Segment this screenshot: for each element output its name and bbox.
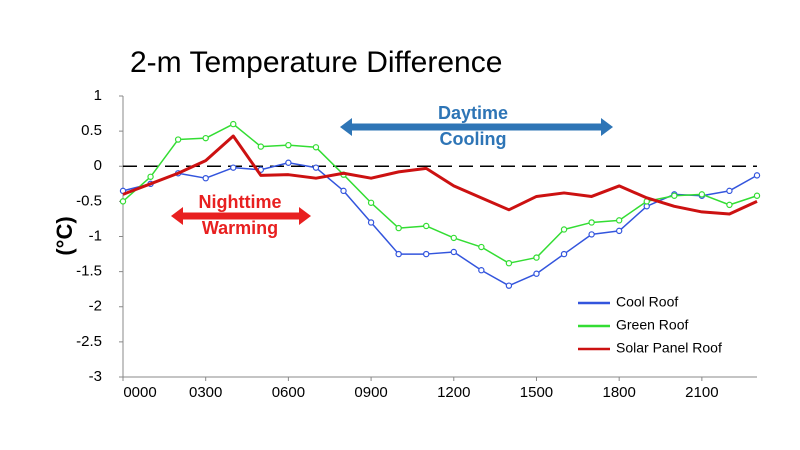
y-tick-label: 0.5	[81, 122, 102, 139]
point	[726, 187, 733, 195]
point	[395, 224, 402, 232]
chart-title: 2-m Temperature Difference	[130, 46, 502, 79]
arrow-part	[350, 123, 603, 131]
point	[533, 254, 540, 261]
annotation-arrow	[171, 207, 311, 225]
point	[671, 192, 678, 199]
annotation-text: Nighttime	[199, 192, 282, 212]
point	[615, 227, 623, 235]
point	[505, 259, 513, 267]
annotation-text: Cooling	[440, 129, 507, 149]
point	[285, 159, 292, 166]
arrow-part	[299, 207, 311, 225]
arrow-part	[340, 118, 352, 136]
point	[367, 219, 375, 226]
point	[588, 219, 595, 226]
y-tick-label: -2.5	[76, 333, 102, 350]
point	[202, 174, 209, 182]
point	[753, 172, 761, 179]
x-tick-label: 2100	[685, 384, 718, 401]
annotation-text: Daytime	[438, 103, 508, 123]
point	[174, 136, 182, 143]
point	[533, 270, 540, 277]
y-tick-label: -2	[89, 298, 102, 315]
x-tick-label: 1200	[437, 384, 470, 401]
point	[230, 120, 237, 128]
point	[450, 248, 457, 256]
y-tick-label: -1.5	[76, 263, 102, 280]
point	[340, 187, 347, 195]
x-tick-label: 0900	[354, 384, 387, 401]
y-tick-label: -1	[89, 227, 102, 244]
y-axis-label: (°C)	[52, 216, 77, 255]
annotation-text: Warming	[202, 218, 278, 238]
y-tick-label: 1	[94, 87, 102, 104]
point	[505, 282, 513, 289]
arrow-part	[171, 207, 183, 225]
x-tick-label: 1500	[520, 384, 553, 401]
point	[257, 143, 265, 150]
point	[202, 134, 209, 142]
point	[478, 267, 485, 274]
x-tick-label: 0300	[189, 384, 222, 401]
arrow-part	[181, 212, 301, 220]
point	[450, 234, 457, 242]
point	[423, 222, 430, 230]
y-tick-label: 0	[94, 157, 102, 174]
point	[698, 191, 706, 198]
point	[726, 201, 733, 209]
point	[285, 141, 292, 149]
y-tick-label: -3	[89, 368, 102, 385]
series-line	[122, 134, 758, 216]
point	[147, 173, 154, 180]
point	[588, 231, 595, 238]
annotation-arrow	[340, 118, 613, 136]
x-tick-label: 0000	[123, 384, 156, 401]
series-line	[122, 161, 758, 287]
point	[312, 144, 320, 151]
y-tick-label: -0.5	[76, 192, 102, 209]
point	[395, 250, 402, 258]
legend-label: Solar Panel Roof	[616, 340, 722, 356]
point	[312, 164, 320, 171]
point	[478, 243, 485, 251]
legend-label: Green Roof	[616, 317, 688, 333]
x-tick-label: 1800	[602, 384, 635, 401]
legend-label: Cool Roof	[616, 294, 678, 310]
point	[753, 192, 761, 199]
point	[367, 199, 375, 206]
point	[560, 250, 568, 258]
x-tick-label: 0600	[272, 384, 305, 401]
point	[230, 164, 237, 171]
point	[615, 217, 623, 224]
arrow-part	[601, 118, 613, 136]
point	[423, 250, 430, 258]
point	[560, 226, 568, 233]
point	[119, 198, 127, 205]
